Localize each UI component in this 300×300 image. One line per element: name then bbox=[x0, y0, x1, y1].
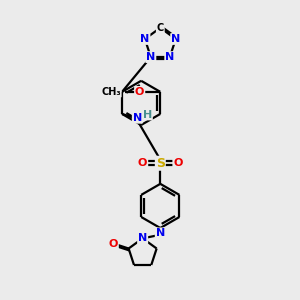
Text: O: O bbox=[109, 238, 118, 248]
Text: N: N bbox=[133, 113, 142, 123]
Text: CH₃: CH₃ bbox=[101, 87, 121, 97]
Text: H: H bbox=[143, 110, 152, 120]
Text: N: N bbox=[165, 52, 174, 62]
Text: O: O bbox=[135, 87, 144, 97]
Text: N: N bbox=[140, 34, 149, 44]
Text: S: S bbox=[156, 157, 165, 170]
Text: O: O bbox=[173, 158, 183, 168]
Text: N: N bbox=[146, 52, 155, 62]
Text: O: O bbox=[138, 158, 147, 168]
Text: N: N bbox=[171, 34, 180, 44]
Text: N: N bbox=[138, 233, 147, 243]
Text: C: C bbox=[157, 23, 164, 33]
Text: N: N bbox=[156, 228, 165, 238]
